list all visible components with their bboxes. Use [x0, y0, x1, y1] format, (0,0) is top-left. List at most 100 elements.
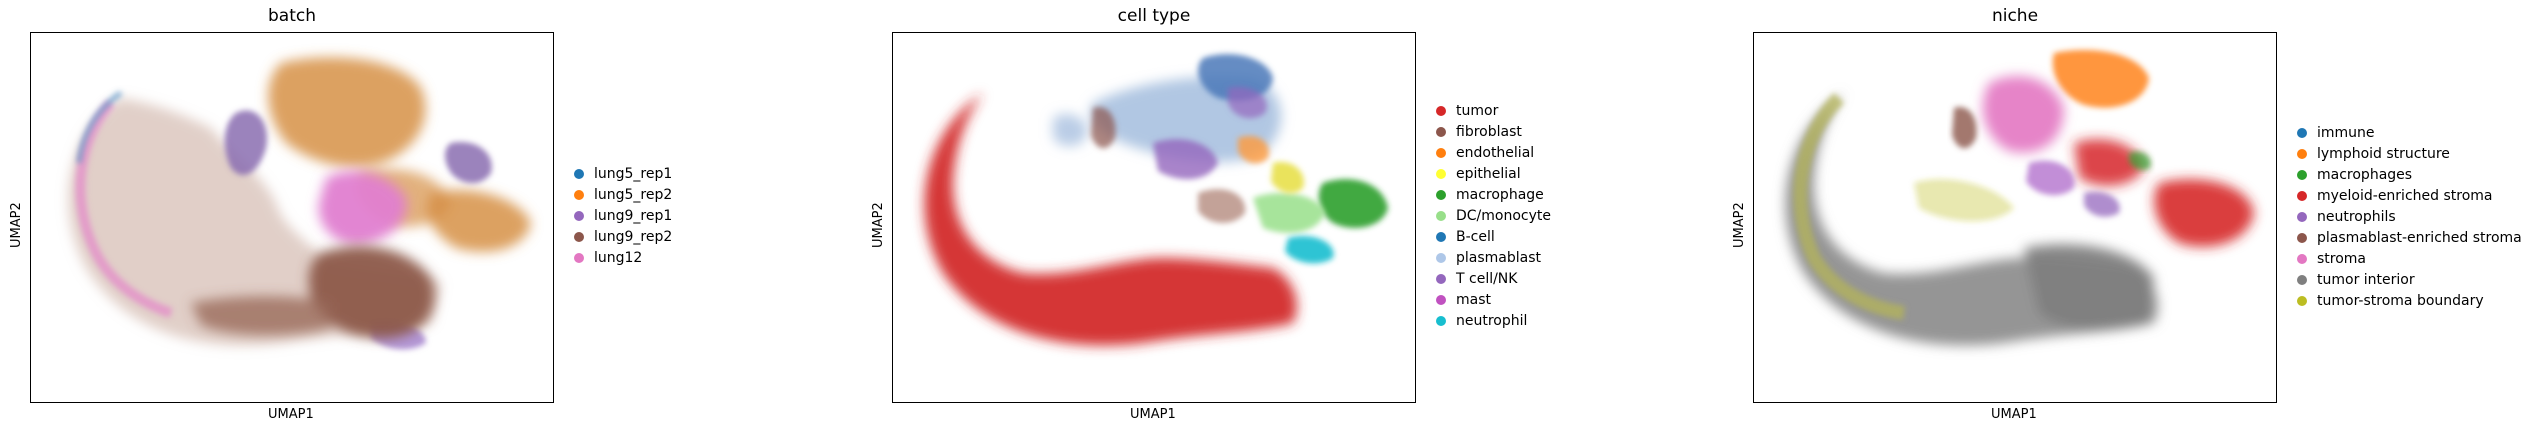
legend-label: tumor interior: [2317, 271, 2415, 288]
umap-embedding: [1785, 50, 2254, 346]
cluster-lung9-rep2: [191, 246, 435, 339]
legend-item: plasmablast: [1436, 247, 1551, 268]
cluster-tumor: [924, 93, 1297, 346]
legend-label: lung12: [594, 249, 643, 266]
legend-item: neutrophils: [2297, 206, 2522, 227]
legend-label: T cell/NK: [1456, 270, 1518, 287]
panel-title: batch: [268, 6, 316, 26]
legend-label: mast: [1456, 291, 1491, 308]
legend-marker: [1436, 105, 1446, 116]
legend-item: fibroblast: [1436, 121, 1551, 142]
legend-label: endothelial: [1456, 144, 1535, 161]
legend-label: tumor-stroma boundary: [2317, 292, 2484, 309]
legend-marker: [2297, 169, 2307, 180]
legend-label: B-cell: [1456, 228, 1495, 245]
y-axis-label: UMAP2: [1732, 202, 1747, 248]
legend-item: immune: [2297, 122, 2522, 143]
legend-item: lung9_rep2: [574, 226, 672, 247]
legend-label: lung5_rep1: [594, 165, 673, 182]
legend-marker: [2297, 190, 2307, 201]
cluster-tumor-interior: [1785, 93, 2158, 346]
legend-marker: [1436, 189, 1446, 200]
legend-marker: [2297, 148, 2307, 159]
legend-marker: [1436, 147, 1446, 158]
legend-marker: [2297, 127, 2307, 138]
cluster-lymphoid-structure: [2052, 50, 2149, 108]
plot-area: [30, 32, 554, 403]
legend-item: mast: [1436, 289, 1551, 310]
arc-lung12: [75, 99, 173, 318]
umap-panel-batch: batch UMAP2: [0, 0, 860, 431]
legend-label: myeloid-enriched stroma: [2317, 187, 2493, 204]
legend-item: lymphoid structure: [2297, 143, 2522, 164]
legend-item: plasmablast-enriched stroma: [2297, 227, 2522, 248]
legend-item: lung12: [574, 247, 672, 268]
plot-area: [892, 32, 1416, 403]
legend-item: macrophage: [1436, 184, 1551, 205]
cluster-macrophages: [2129, 151, 2151, 171]
legend-item: B-cell: [1436, 226, 1551, 247]
legend-marker: [574, 252, 584, 263]
legend-label: lung5_rep2: [594, 186, 673, 203]
legend-item: DC/monocyte: [1436, 205, 1551, 226]
legend: lung5_rep1 lung5_rep2 lung9_rep1 lung9_rep2…: [574, 163, 672, 268]
legend-marker: [1436, 126, 1446, 137]
legend-marker: [1436, 315, 1446, 326]
x-axis-label: UMAP1: [268, 407, 314, 422]
y-axis-label: UMAP2: [871, 202, 886, 248]
legend-marker: [574, 231, 584, 242]
legend-item: tumor: [1436, 100, 1551, 121]
legend-marker: [2297, 232, 2307, 243]
legend-marker: [2297, 211, 2307, 222]
legend: immune lymphoid structure macrophages myelo…: [2297, 122, 2522, 311]
legend-item: lung5_rep1: [574, 163, 672, 184]
cluster-neutrophils: [2026, 160, 2120, 217]
legend-item: epithelial: [1436, 163, 1551, 184]
legend: tumor fibroblast endothelial epithelial macr…: [1436, 100, 1551, 331]
legend-item: endothelial: [1436, 142, 1551, 163]
legend-marker: [2297, 274, 2307, 285]
cluster-endothelial: [1238, 135, 1269, 164]
legend-label: fibroblast: [1456, 123, 1522, 140]
legend-label: epithelial: [1456, 165, 1521, 182]
legend-marker: [1436, 231, 1446, 242]
umap-panel-niche: niche UMAP2: [1720, 0, 2542, 431]
y-axis-label: UMAP2: [9, 202, 24, 248]
umap-embedding: [924, 54, 1388, 346]
legend-label: DC/monocyte: [1456, 207, 1551, 224]
legend-label: immune: [2317, 124, 2375, 141]
legend-label: macrophages: [2317, 166, 2413, 183]
legend-item: tumor interior: [2297, 269, 2522, 290]
legend-marker: [1436, 252, 1446, 263]
legend-label: lymphoid structure: [2317, 145, 2450, 162]
legend-marker: [574, 189, 584, 200]
legend-item: T cell/NK: [1436, 268, 1551, 289]
legend-label: macrophage: [1456, 186, 1544, 203]
arc-lung5-rep1: [76, 90, 123, 164]
x-axis-label: UMAP1: [1991, 407, 2037, 422]
cluster-t-cell-nk: [1153, 87, 1267, 180]
legend-marker: [1436, 210, 1446, 221]
x-axis-label: UMAP1: [1130, 407, 1176, 422]
plot-area: [1753, 32, 2277, 403]
cluster-stroma: [1982, 76, 2064, 153]
cluster-lung12: [318, 170, 407, 245]
cluster-fibroblast: [1091, 107, 1246, 223]
legend-item: macrophages: [2297, 164, 2522, 185]
legend-label: lung9_rep1: [594, 207, 673, 224]
legend-marker: [574, 210, 584, 221]
legend-label: plasmablast-enriched stroma: [2317, 229, 2522, 246]
legend-marker: [2297, 295, 2307, 306]
legend-label: stroma: [2317, 250, 2367, 267]
legend-item: tumor-stroma boundary: [2297, 290, 2522, 311]
legend-item: myeloid-enriched stroma: [2297, 185, 2522, 206]
legend-label: neutrophil: [1456, 312, 1528, 329]
legend-label: neutrophils: [2317, 208, 2396, 225]
cluster-epithelial: [1271, 162, 1304, 194]
legend-marker: [1436, 294, 1446, 305]
legend-item: lung5_rep2: [574, 184, 672, 205]
cluster-macrophage: [1318, 179, 1388, 228]
legend-marker: [1436, 168, 1446, 179]
legend-item: lung9_rep1: [574, 205, 672, 226]
legend-label: tumor: [1456, 102, 1499, 119]
